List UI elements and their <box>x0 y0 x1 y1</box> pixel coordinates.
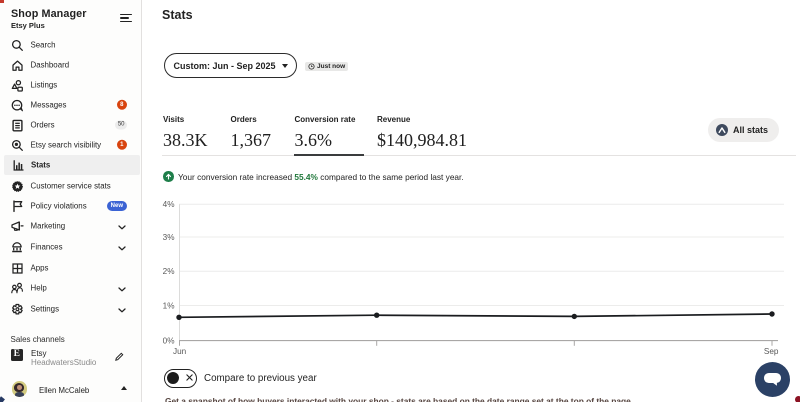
svg-text:4%: 4% <box>163 200 175 209</box>
svg-text:1%: 1% <box>163 301 175 310</box>
svg-text:3%: 3% <box>163 233 175 242</box>
svg-text:Jun: Jun <box>173 347 187 356</box>
svg-text:0%: 0% <box>163 337 175 346</box>
svg-text:2%: 2% <box>163 267 175 276</box>
svg-text:Sep: Sep <box>764 347 779 356</box>
